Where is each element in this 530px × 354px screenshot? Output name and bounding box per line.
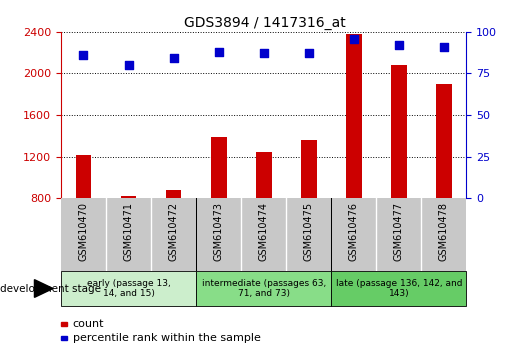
Text: GSM610475: GSM610475: [304, 202, 314, 261]
Text: GSM610473: GSM610473: [214, 202, 224, 261]
Point: [124, 62, 132, 68]
Bar: [76, 155, 91, 198]
Point: [214, 49, 223, 55]
Point: [80, 52, 88, 58]
Bar: [331, 271, 466, 306]
Bar: [61, 271, 196, 306]
Text: late (passage 136, 142, and
143): late (passage 136, 142, and 143): [335, 279, 462, 298]
Bar: [391, 65, 407, 198]
Polygon shape: [61, 336, 67, 340]
Text: GSM610477: GSM610477: [394, 202, 404, 261]
Point: [304, 51, 313, 56]
Bar: [436, 84, 452, 198]
Text: GSM610471: GSM610471: [123, 202, 134, 261]
Point: [440, 44, 448, 50]
Point: [259, 51, 268, 56]
Bar: [301, 140, 316, 198]
Text: count: count: [73, 319, 104, 329]
Bar: [346, 34, 361, 198]
Text: early (passage 13,
14, and 15): early (passage 13, 14, and 15): [86, 279, 171, 298]
Text: GSM610478: GSM610478: [439, 202, 449, 261]
Text: GSM610476: GSM610476: [349, 202, 359, 261]
Bar: [121, 196, 136, 198]
Text: development stage: development stage: [0, 284, 101, 293]
Bar: [196, 271, 331, 306]
Text: GSM610470: GSM610470: [78, 202, 89, 261]
Point: [350, 36, 358, 41]
Polygon shape: [61, 322, 67, 326]
Bar: [256, 153, 271, 198]
Point: [169, 56, 178, 61]
Text: GDS3894 / 1417316_at: GDS3894 / 1417316_at: [184, 16, 346, 30]
Text: GSM610472: GSM610472: [169, 202, 179, 261]
Polygon shape: [34, 280, 53, 297]
Text: intermediate (passages 63,
71, and 73): intermediate (passages 63, 71, and 73): [201, 279, 326, 298]
Text: GSM610474: GSM610474: [259, 202, 269, 261]
Bar: [166, 190, 181, 198]
Point: [394, 42, 403, 48]
Bar: [211, 137, 226, 198]
Text: percentile rank within the sample: percentile rank within the sample: [73, 333, 260, 343]
